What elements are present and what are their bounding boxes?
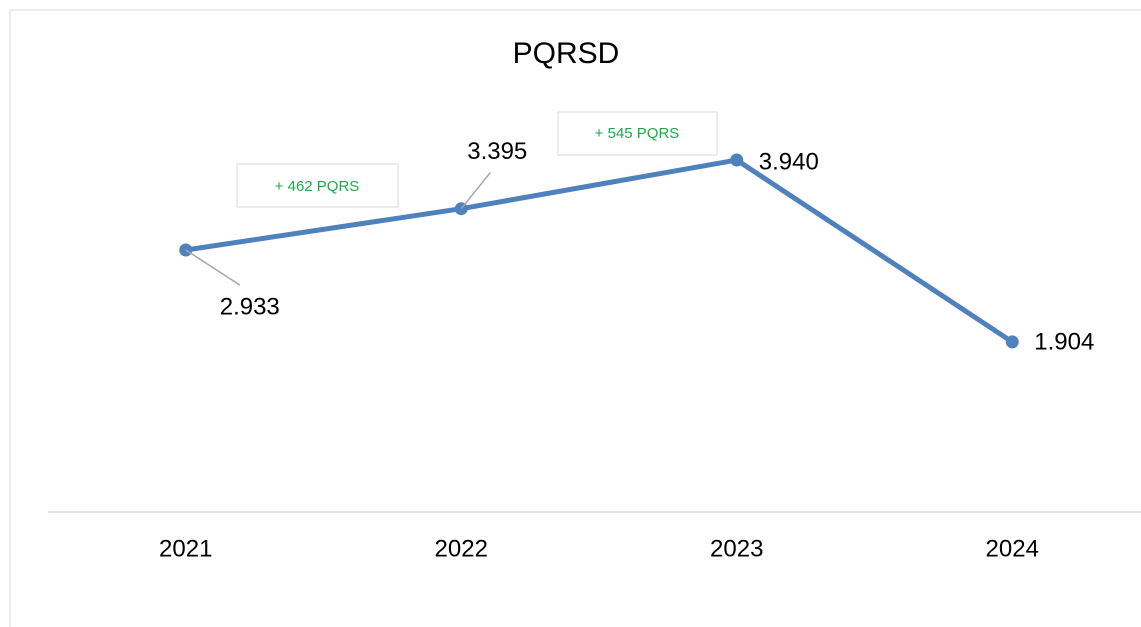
x-tick-label: 2021	[159, 535, 212, 562]
data-label: 1.904	[1034, 328, 1094, 355]
leader-line	[185, 249, 241, 286]
x-tick-label: 2024	[986, 535, 1039, 562]
data-label: 3.940	[759, 148, 819, 175]
leader-line	[460, 172, 491, 210]
data-label: 3.395	[467, 138, 527, 165]
annotation: + 462 PQRS	[275, 178, 360, 195]
data-point	[1005, 335, 1019, 349]
chart-title: PQRSD	[513, 37, 620, 70]
x-tick-label: 2023	[710, 535, 763, 562]
series-line	[185, 157, 1014, 344]
x-tick-label: 2022	[435, 535, 488, 562]
annotation: + 545 PQRS	[595, 125, 680, 142]
data-label: 2.933	[220, 293, 280, 320]
annotation-box	[236, 163, 399, 208]
data-point	[730, 153, 744, 167]
annotation-box	[557, 111, 718, 156]
